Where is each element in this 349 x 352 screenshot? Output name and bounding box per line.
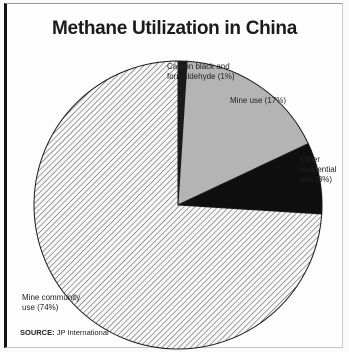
slice-label-mine-community: Mine community use (74%): [22, 293, 81, 312]
slice-label-other-residential: Other residential use (8%): [300, 155, 337, 184]
source-label: SOURCE:: [20, 328, 55, 337]
pie-slice-mine-use: [177, 60, 309, 206]
source-note: SOURCE: JP International: [20, 328, 109, 337]
pie-slice-mine-community: [33, 60, 323, 350]
slice-label-mine-use: Mine use (17%): [230, 96, 287, 105]
source-text: JP International: [56, 328, 109, 337]
chart-title: Methane Utilization in China: [52, 18, 297, 39]
slice-label-carbon-black: Carbon black and formaldehyde (1%): [167, 62, 235, 81]
